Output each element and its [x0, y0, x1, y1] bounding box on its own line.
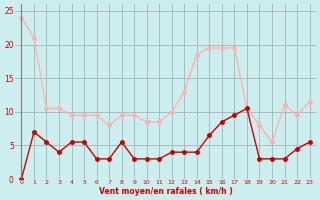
X-axis label: Vent moyen/en rafales ( km/h ): Vent moyen/en rafales ( km/h ) — [99, 187, 232, 196]
